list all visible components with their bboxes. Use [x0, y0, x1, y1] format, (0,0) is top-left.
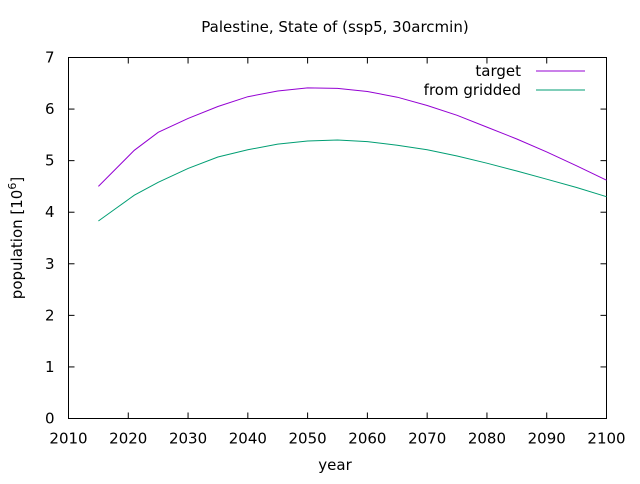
- y-axis-label-base: population [10: [8, 190, 26, 300]
- x-tick-label: 2010: [49, 430, 87, 448]
- series-line-target: [98, 87, 607, 187]
- x-tick-label: 2060: [348, 430, 386, 448]
- y-axis-label: population [106]: [6, 177, 26, 299]
- x-tick-label: 2050: [289, 430, 327, 448]
- x-tick-label: 2080: [468, 430, 506, 448]
- plot-frame: [68, 57, 607, 419]
- y-tick-label: 4: [45, 203, 55, 221]
- y-axis-label-end: ]: [8, 177, 26, 183]
- legend: target from gridded: [424, 62, 585, 99]
- x-tick-label: 2070: [408, 430, 446, 448]
- x-tick-label: 2030: [169, 430, 207, 448]
- y-tick-label: 6: [45, 100, 55, 118]
- x-axis: 2010 2020 2030 2040 2050 2060 2070 2080 2090 2100: [49, 57, 626, 448]
- y-tick-label: 0: [45, 410, 55, 428]
- chart-title: Palestine, State of (ssp5, 30arcmin): [201, 18, 468, 36]
- series-layer: [98, 87, 607, 222]
- x-tick-label: 2040: [229, 430, 267, 448]
- legend-label-target: target: [475, 62, 521, 80]
- x-tick-label: 2090: [528, 430, 566, 448]
- y-tick-label: 7: [45, 49, 55, 67]
- x-axis-label: year: [318, 456, 352, 474]
- y-tick-label: 2: [45, 306, 55, 324]
- y-tick-label: 1: [45, 358, 55, 376]
- x-tick-label: 2100: [587, 430, 625, 448]
- y-axis: 0 1 2 3 4 5 6 7: [45, 49, 607, 428]
- legend-label-from-gridded: from gridded: [424, 81, 521, 99]
- x-tick-label: 2020: [109, 430, 147, 448]
- y-tick-label: 3: [45, 255, 55, 273]
- y-axis-label-exponent: 6: [6, 183, 19, 190]
- y-tick-label: 5: [45, 152, 55, 170]
- series-line-from-gridded: [98, 139, 607, 222]
